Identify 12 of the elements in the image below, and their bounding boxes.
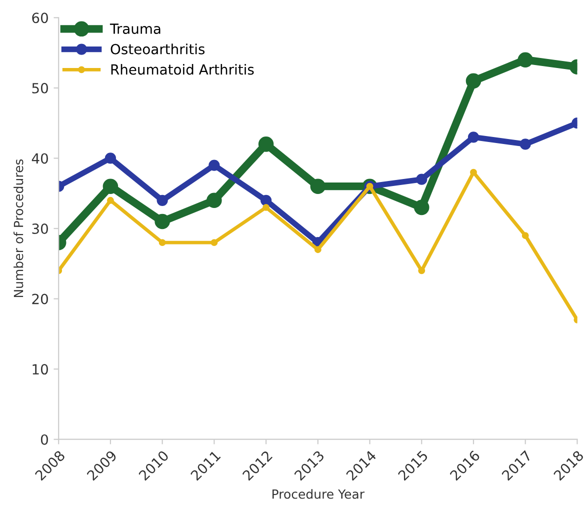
y-tick-label: 20	[32, 294, 48, 304]
y-tick-label: 30	[32, 223, 48, 234]
legend-label: Osteoarthritis	[110, 44, 205, 54]
y-tick-label: 40	[32, 153, 48, 164]
y-axis-title: Number of Procedures	[14, 159, 24, 298]
legend-label: Trauma	[110, 24, 160, 34]
y-tick-label: 10	[32, 364, 48, 375]
y-tick-label: 0	[40, 434, 48, 445]
x-axis-title: Procedure Year	[272, 489, 365, 499]
y-tick-label: 50	[32, 82, 48, 94]
legend-label: Rheumatoid Arthritis	[111, 64, 254, 75]
y-tick-label: 60	[32, 12, 48, 24]
